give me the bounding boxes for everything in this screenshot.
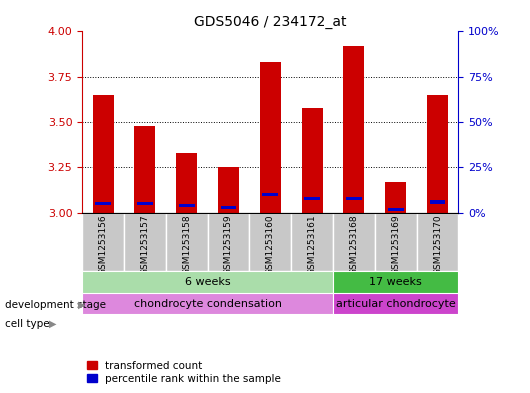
Bar [260,62,281,213]
Bar [430,200,445,204]
Text: articular chondrocyte: articular chondrocyte [336,299,456,309]
Text: cell type: cell type [5,319,50,329]
Text: GSM1253159: GSM1253159 [224,215,233,275]
FancyBboxPatch shape [333,293,458,314]
FancyBboxPatch shape [375,213,417,271]
Bar [179,204,195,207]
FancyBboxPatch shape [417,213,458,271]
Text: GSM1253169: GSM1253169 [391,215,400,275]
Text: development stage: development stage [5,299,107,310]
FancyBboxPatch shape [333,213,375,271]
Text: 17 weeks: 17 weeks [369,277,422,287]
Bar [93,95,113,213]
Bar [176,153,197,213]
FancyBboxPatch shape [250,213,291,271]
Text: GSM1253168: GSM1253168 [349,215,358,275]
FancyBboxPatch shape [82,271,333,293]
Bar [343,46,364,213]
Text: GSM1253160: GSM1253160 [266,215,275,275]
Bar [346,196,362,200]
FancyBboxPatch shape [291,213,333,271]
Bar [220,206,236,209]
Bar [385,182,406,213]
Bar [427,95,448,213]
FancyBboxPatch shape [208,213,250,271]
FancyBboxPatch shape [124,213,166,271]
Text: GSM1253158: GSM1253158 [182,215,191,275]
Bar [135,126,155,213]
Bar [302,108,323,213]
Text: GSM1253156: GSM1253156 [99,215,108,275]
Text: ▶: ▶ [49,319,57,329]
FancyBboxPatch shape [166,213,208,271]
Title: GDS5046 / 234172_at: GDS5046 / 234172_at [194,15,347,29]
Bar [388,208,403,211]
Bar [218,167,239,213]
FancyBboxPatch shape [82,213,124,271]
Bar [137,202,153,206]
Text: GSM1253157: GSM1253157 [140,215,149,275]
FancyBboxPatch shape [82,293,333,314]
FancyBboxPatch shape [333,271,458,293]
Text: chondrocyte condensation: chondrocyte condensation [134,299,281,309]
Text: 6 weeks: 6 weeks [185,277,231,287]
Legend: transformed count, percentile rank within the sample: transformed count, percentile rank withi… [87,361,281,384]
Text: GSM1253161: GSM1253161 [307,215,316,275]
Bar [95,202,111,206]
Bar [262,193,278,196]
Bar [304,196,320,200]
Text: GSM1253170: GSM1253170 [433,215,442,275]
Text: ▶: ▶ [78,299,86,310]
